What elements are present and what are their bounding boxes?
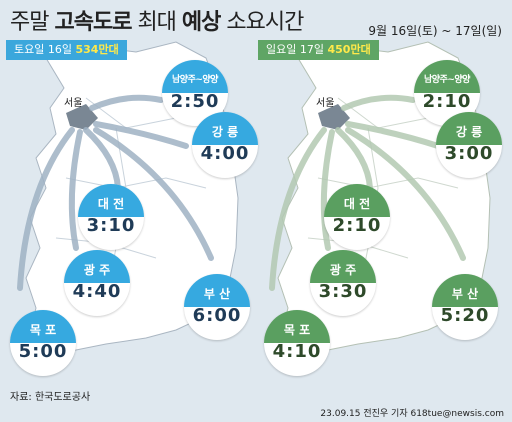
travel-time: 4:40 — [72, 281, 122, 302]
destination-name: 강 릉 — [192, 112, 258, 145]
sunday-panel: 일요일 17일 450만대 서울 남양주~양양 2:10 강 릉 3:00 대 … — [258, 38, 504, 380]
destination-name: 대 전 — [324, 184, 390, 217]
seoul-label: 서울 — [64, 98, 83, 109]
date-range: 9월 16일(토) ~ 17일(일) — [368, 24, 502, 38]
saturday-banner: 토요일 16일 534만대 — [6, 40, 127, 60]
destination-name: 부 산 — [184, 274, 250, 307]
travel-time: 5:20 — [440, 305, 490, 326]
destination-mokpo: 목 포 4:10 — [264, 310, 330, 376]
sunday-banner: 일요일 17일 450만대 — [258, 40, 379, 60]
saturday-panel: 토요일 16일 534만대 서울 남양주~양양 2:50 강 릉 4:00 대 … — [6, 38, 258, 380]
page-title: 주말 고속도로 최대 예상 소요시간 — [10, 10, 304, 35]
destination-busan: 부 산 5:20 — [432, 274, 498, 340]
destination-gwangju: 광 주 4:40 — [64, 250, 130, 316]
destination-name: 목 포 — [264, 310, 330, 343]
destination-busan: 부 산 6:00 — [184, 274, 250, 340]
destination-name: 목 포 — [10, 310, 76, 343]
seoul-label: 서울 — [316, 98, 335, 109]
travel-time: 3:00 — [444, 143, 494, 164]
travel-time: 3:10 — [86, 215, 136, 236]
destination-gangneung: 강 릉 3:00 — [436, 112, 502, 178]
travel-time: 2:10 — [422, 91, 472, 112]
destination-gangneung: 강 릉 4:00 — [192, 112, 258, 178]
travel-time: 2:50 — [170, 91, 220, 112]
travel-time: 3:30 — [318, 281, 368, 302]
travel-time: 4:00 — [200, 143, 250, 164]
travel-time: 4:10 — [272, 341, 322, 362]
destination-name: 대 전 — [78, 184, 144, 217]
destination-name: 남양주~양양 — [414, 60, 480, 93]
source-note: 자료: 한국도로공사 — [10, 392, 91, 403]
destination-name: 부 산 — [432, 274, 498, 307]
destination-name: 남양주~양양 — [162, 60, 228, 93]
destination-gwangju: 광 주 3:30 — [310, 250, 376, 316]
credit-line: 23.09.15 전진우 기자 618tue@newsis.com — [320, 409, 504, 419]
destination-mokpo: 목 포 5:00 — [10, 310, 76, 376]
destination-name: 강 릉 — [436, 112, 502, 145]
travel-time: 6:00 — [192, 305, 242, 326]
travel-time: 2:10 — [332, 215, 382, 236]
destination-daejeon: 대 전 2:10 — [324, 184, 390, 250]
destination-name: 광 주 — [64, 250, 130, 283]
destination-name: 광 주 — [310, 250, 376, 283]
travel-time: 5:00 — [18, 341, 68, 362]
destination-daejeon: 대 전 3:10 — [78, 184, 144, 250]
